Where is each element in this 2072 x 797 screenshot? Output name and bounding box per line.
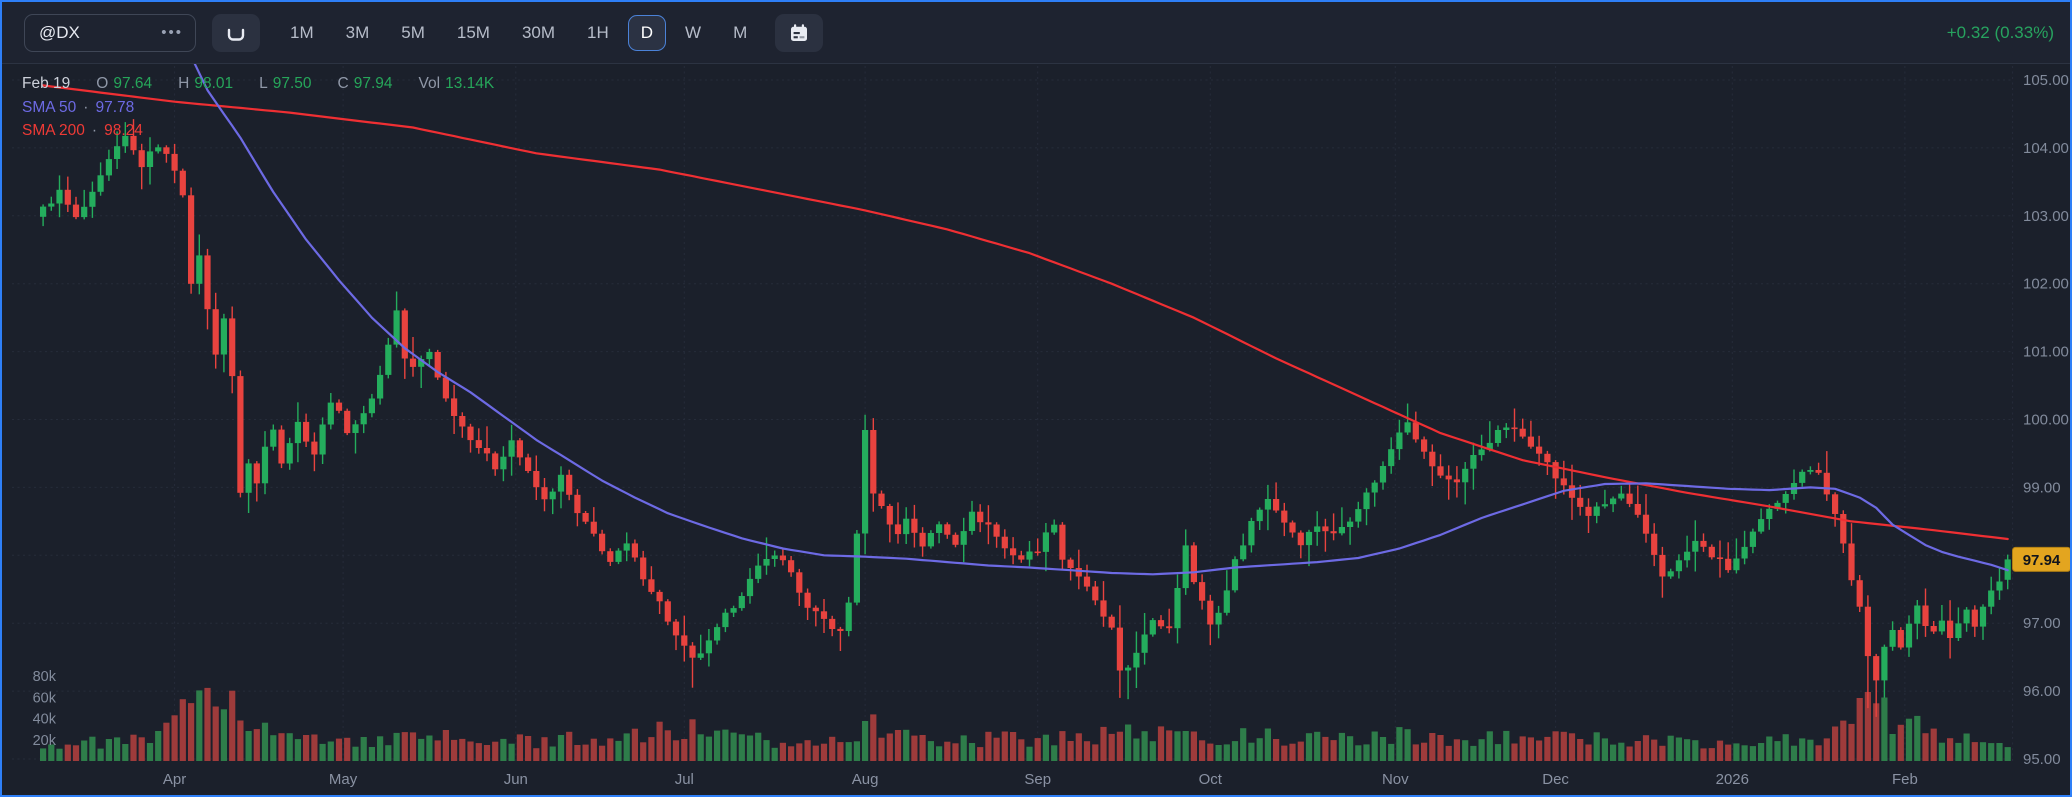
volume-bars — [40, 687, 2011, 761]
symbol-label: @DX — [39, 22, 80, 42]
close-label: C — [337, 75, 349, 92]
sma200-value: 98.24 — [104, 122, 143, 139]
y-axis-label: 97.00 — [2023, 615, 2061, 632]
y-axis-label: 105.00 — [2023, 72, 2069, 89]
open-label: O — [96, 75, 109, 92]
toolbar: @DX 1M 3M 5M 15M 30M 1H D W M — [2, 2, 2070, 64]
interval-day[interactable]: D — [627, 14, 667, 51]
sma200-row[interactable]: SMA 200 · 98.24 — [22, 123, 520, 139]
x-axis-label: Oct — [1199, 771, 1223, 788]
open-value: 97.64 — [113, 75, 153, 92]
ellipsis-icon[interactable] — [161, 25, 183, 40]
x-axis-label: Nov — [1382, 771, 1409, 788]
volume-value: 13.14K — [445, 75, 495, 92]
volume-label: Vol — [418, 75, 441, 92]
u-bracket-icon — [227, 28, 245, 41]
x-axis-label: Feb — [1892, 771, 1918, 788]
y-axis-label: 95.00 — [2023, 751, 2061, 768]
x-axis-label: May — [329, 771, 358, 788]
low-label: L — [259, 75, 268, 92]
calendar-icon — [791, 23, 808, 41]
candles — [40, 119, 2011, 717]
symbol-input[interactable]: @DX — [24, 13, 196, 52]
x-axis-label: Jul — [675, 771, 694, 788]
y-axis-label: 104.00 — [2023, 140, 2069, 157]
chart-legend: Feb 19 O 97.64 H 98.01 L 97.50 C 97.94 V… — [22, 76, 520, 147]
interval-group: 1M 3M 5M 15M 30M 1H D W M — [274, 14, 763, 51]
ohlc-row: Feb 19 O 97.64 H 98.01 L 97.50 C 97.94 V… — [22, 76, 520, 92]
volume-axis-labels: 80k 60k 40k 20k — [33, 669, 57, 749]
interval-1m[interactable]: 1M — [277, 15, 327, 51]
sma50-value: 97.78 — [95, 98, 135, 116]
y-axis-label: 103.00 — [2023, 208, 2069, 225]
x-axis-label: Aug — [852, 771, 879, 788]
y-axis-label: 102.00 — [2023, 276, 2069, 293]
calendar-button[interactable] — [775, 13, 824, 52]
close-value: 97.94 — [353, 75, 393, 92]
price-change: +0.32 (0.33%) — [1946, 22, 2054, 42]
interval-5m[interactable]: 5M — [388, 15, 438, 51]
volume-axis-label: 20k — [33, 733, 57, 749]
x-axis-label: Dec — [1542, 771, 1569, 788]
separator-dot: · — [91, 122, 98, 139]
interval-1h[interactable]: 1H — [574, 15, 622, 51]
interval-3m[interactable]: 3M — [333, 15, 383, 51]
tick-interval-button[interactable] — [212, 13, 260, 52]
sma50-label: SMA 50 — [22, 98, 77, 116]
low-value: 97.50 — [272, 75, 312, 92]
gridlines — [12, 66, 2014, 762]
x-axis-label: Jun — [504, 771, 528, 788]
y-axis-label: 100.00 — [2023, 412, 2069, 429]
separator-dot: · — [83, 98, 89, 116]
x-axis-label: 2026 — [1716, 771, 1749, 788]
interval-30m[interactable]: 30M — [509, 15, 568, 51]
high-label: H — [178, 75, 190, 92]
svg-text:97.94: 97.94 — [2023, 552, 2061, 569]
sma200-label: SMA 200 — [22, 122, 85, 139]
last-price-tag: 97.94 — [2012, 546, 2070, 572]
y-axis-label: 96.00 — [2023, 683, 2061, 700]
y-axis-label: 101.00 — [2023, 344, 2069, 361]
interval-week[interactable]: W — [672, 15, 714, 51]
volume-axis-label: 80k — [33, 669, 57, 685]
interval-month[interactable]: M — [720, 15, 760, 51]
x-axis-labels: Apr May Jun Jul Aug Sep Oct Nov Dec 2026 Feb — [163, 771, 1918, 788]
volume-axis-label: 40k — [33, 712, 57, 728]
x-axis-label: Sep — [1024, 771, 1051, 788]
interval-15m[interactable]: 15M — [444, 15, 503, 51]
legend-date: Feb 19 — [22, 75, 71, 92]
x-axis-label: Apr — [163, 771, 186, 788]
sma50-row[interactable]: SMA 50 · 97.78 — [22, 98, 520, 116]
high-value: 98.01 — [194, 75, 234, 92]
sma-200-line — [41, 84, 2009, 541]
y-axis-labels: 105.00 104.00 103.00 102.00 101.00 100.00 99.0… — [2023, 72, 2069, 768]
y-axis-label: 99.00 — [2023, 479, 2061, 496]
sma-50-line — [181, 38, 2009, 576]
volume-axis-label: 60k — [33, 690, 57, 706]
